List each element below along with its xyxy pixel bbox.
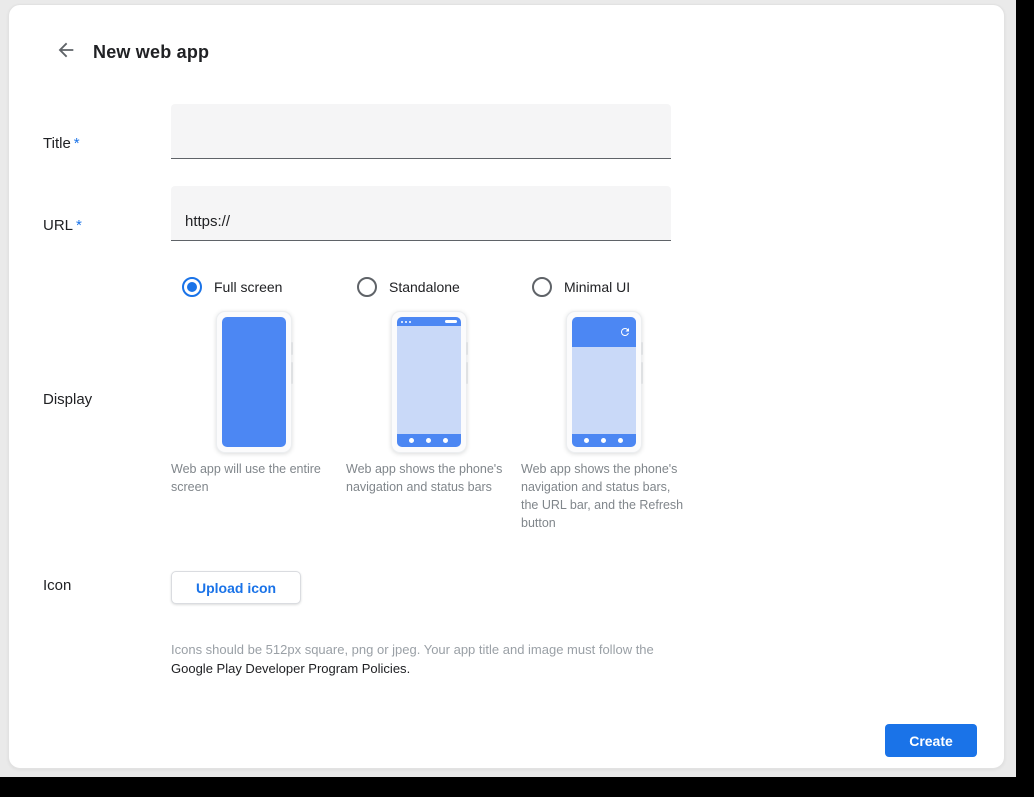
minimal-ui-phone-mock [565,311,643,453]
phone-screen [396,317,461,447]
icon-help-text: Icons should be 512px square, png or jpe… [171,640,681,678]
display-options: Full screen Web app will use the entire … [171,277,696,532]
radio-option-full-screen[interactable]: Full screen [171,277,336,297]
radio-label-minimal-ui: Minimal UI [564,279,631,295]
display-label: Display [43,391,93,408]
radio-label-standalone: Standalone [389,279,460,295]
upload-icon-button[interactable]: Upload icon [171,571,302,604]
title-input[interactable] [171,104,671,158]
policies-link[interactable]: Google Play Developer Program Policies [171,661,407,676]
phone-screen [571,317,636,447]
arrow-left-icon [55,39,77,66]
url-input[interactable] [171,186,671,240]
icon-help-text-body: Icons should be 512px square, png or jpe… [171,642,654,657]
icon-label: Icon [43,577,72,594]
phone-nav-bar [571,434,636,447]
create-button[interactable]: Create [885,724,977,757]
display-option-standalone: Standalone [346,277,511,532]
radio-option-minimal-ui[interactable]: Minimal UI [521,277,686,297]
full-screen-phone-mock [215,311,293,453]
phone-status-bar [396,317,461,326]
new-web-app-card: New web app Title* URL* Display Full scr… [8,4,1005,769]
back-button[interactable] [53,39,79,65]
radio-minimal-ui[interactable] [532,277,552,297]
caption-full-screen: Web app will use the entire screen [171,462,321,494]
url-label: URL * [43,217,82,234]
title-field [171,104,671,159]
radio-label-full-screen: Full screen [214,279,283,295]
standalone-phone-mock [390,311,468,453]
display-option-minimal-ui: Minimal UI [521,277,686,532]
url-required-asterisk: * [76,217,82,234]
radio-standalone[interactable] [357,277,377,297]
header: New web app [53,39,209,65]
radio-full-screen[interactable] [182,277,202,297]
page-background: New web app Title* URL* Display Full scr… [0,0,1016,777]
display-option-full-screen: Full screen Web app will use the entire … [171,277,336,532]
icon-help-text-suffix: . [406,661,411,676]
phone-screen [221,317,286,447]
title-required-asterisk: * [73,135,80,152]
caption-minimal-ui: Web app shows the phone's navigation and… [521,462,684,530]
title-label: Title * [43,135,80,152]
caption-standalone: Web app shows the phone's navigation and… [346,462,503,494]
phone-url-bar [571,317,636,347]
phone-nav-bar [396,434,461,447]
radio-option-standalone[interactable]: Standalone [346,277,511,297]
refresh-icon [620,328,629,336]
page-title: New web app [93,41,210,62]
url-field [171,186,671,241]
